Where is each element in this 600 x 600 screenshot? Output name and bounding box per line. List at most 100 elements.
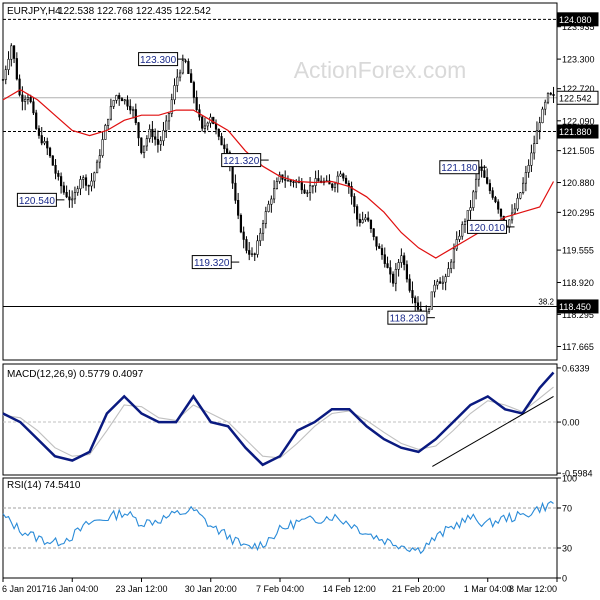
candle-body bbox=[394, 268, 397, 284]
x-tick-label: 8 Mar 12:00 bbox=[509, 584, 557, 594]
candle-body bbox=[15, 58, 18, 80]
candle-body bbox=[483, 170, 486, 178]
moving-average-line bbox=[2, 89, 555, 259]
price-level-tag bbox=[556, 12, 599, 27]
price-level-tag bbox=[556, 90, 599, 105]
candle-body bbox=[32, 101, 35, 114]
annotation-label: 121.320 bbox=[223, 156, 260, 167]
candle-body bbox=[444, 276, 447, 283]
candle-body bbox=[4, 69, 7, 80]
candle-body bbox=[12, 45, 16, 59]
symbol-timeframe: EURJPY,H4 bbox=[7, 6, 61, 17]
candle-body bbox=[51, 155, 54, 166]
candle-body bbox=[278, 174, 281, 182]
candle-body bbox=[463, 221, 467, 225]
candle-body bbox=[450, 261, 453, 269]
candle-body bbox=[151, 128, 154, 138]
candle-body bbox=[48, 147, 52, 157]
candle-body bbox=[37, 128, 41, 136]
x-tick-label: 14 Feb 12:00 bbox=[323, 584, 376, 594]
candle-body bbox=[264, 211, 267, 224]
candle-body bbox=[184, 60, 187, 62]
candle-body bbox=[120, 98, 124, 102]
candle-body bbox=[190, 73, 193, 83]
candle-body bbox=[167, 113, 171, 122]
candle-body bbox=[245, 239, 248, 251]
x-tick-label: 21 Feb 20:00 bbox=[392, 584, 445, 594]
candle-body bbox=[447, 268, 450, 277]
rsi-y-tick-label: 70 bbox=[562, 504, 572, 514]
candle-body bbox=[369, 219, 373, 230]
candle-body bbox=[26, 97, 29, 100]
annotation-label: 120.010 bbox=[469, 223, 506, 234]
price-y-tick-label: 118.295 bbox=[562, 310, 594, 320]
candle-body bbox=[546, 92, 550, 103]
candle-body bbox=[43, 141, 46, 144]
candle-body bbox=[491, 190, 494, 198]
candle-body bbox=[142, 145, 146, 153]
candle-body bbox=[242, 231, 245, 240]
candle-body bbox=[499, 208, 503, 217]
candle-body bbox=[541, 108, 544, 124]
candle-body bbox=[519, 192, 522, 199]
candle-body bbox=[165, 120, 168, 131]
candle-body bbox=[469, 207, 472, 211]
candle-body bbox=[21, 94, 24, 102]
candle-body bbox=[472, 191, 475, 208]
candle-body bbox=[416, 302, 420, 310]
price-level-label: 118.450 bbox=[559, 302, 591, 312]
x-tick-label: 16 Jan 04:00 bbox=[46, 584, 98, 594]
x-tick-label: 7 Feb 04:00 bbox=[256, 584, 304, 594]
candle-body bbox=[115, 95, 118, 101]
x-tick-label: 6 Jan 2017 bbox=[2, 584, 47, 594]
price-level-tag bbox=[556, 124, 599, 139]
candle-body bbox=[237, 200, 240, 216]
price-level-tag bbox=[556, 299, 599, 314]
candle-body bbox=[458, 235, 461, 240]
annotation-label: 119.320 bbox=[194, 258, 230, 269]
candle-body bbox=[65, 192, 68, 198]
candle-body bbox=[57, 173, 60, 177]
candle-body bbox=[408, 278, 411, 291]
candle-body bbox=[358, 218, 361, 223]
price-y-tick-label: 121.505 bbox=[562, 146, 595, 156]
annotation-label: 123.300 bbox=[140, 55, 177, 66]
candle-body bbox=[87, 185, 90, 187]
candle-body bbox=[104, 125, 107, 140]
candle-body bbox=[361, 219, 364, 223]
macd-signal-line bbox=[2, 386, 554, 459]
macd-y-tick-label: 0.6339 bbox=[562, 363, 590, 373]
candle-body bbox=[134, 109, 137, 123]
annotation-label: 121.180 bbox=[441, 163, 478, 174]
candle-body bbox=[439, 281, 442, 284]
candle-body bbox=[223, 144, 226, 150]
annotation-label: 120.540 bbox=[19, 196, 56, 207]
candle-body bbox=[145, 138, 148, 147]
annotation-box bbox=[439, 160, 480, 175]
candle-body bbox=[367, 217, 370, 221]
candle-body bbox=[441, 281, 444, 284]
candle-body bbox=[336, 175, 339, 185]
candle-body bbox=[101, 139, 104, 156]
candle-body bbox=[552, 94, 555, 96]
candle-body bbox=[68, 196, 71, 201]
candle-body bbox=[331, 183, 334, 188]
candle-body bbox=[253, 253, 256, 255]
candle-body bbox=[259, 232, 262, 242]
candle-body bbox=[461, 224, 464, 237]
candle-body bbox=[400, 255, 403, 263]
candle-body bbox=[82, 177, 85, 180]
candle-body bbox=[522, 182, 525, 194]
price-y-tick-label: 123.300 bbox=[562, 55, 595, 65]
macd-y-tick-label: 0.00 bbox=[562, 418, 580, 428]
macd-y-tick-label: -0.5984 bbox=[562, 469, 593, 479]
candle-body bbox=[98, 155, 101, 163]
candle-body bbox=[220, 136, 223, 146]
candle-body bbox=[29, 97, 32, 103]
candle-body bbox=[538, 122, 541, 131]
candle-body bbox=[455, 239, 458, 250]
candle-body bbox=[339, 173, 342, 177]
candle-body bbox=[62, 185, 65, 193]
candle-body bbox=[375, 236, 378, 247]
candle-body bbox=[308, 185, 312, 193]
